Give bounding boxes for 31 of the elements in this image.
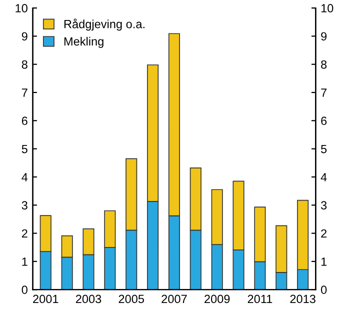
x-tick-label: 2001 (33, 294, 58, 304)
y-tick-label: 2 (22, 229, 28, 238)
y-tick-label: 7 (22, 88, 28, 97)
y-tick-label: 9 (22, 32, 28, 41)
y2-tick-label: 1 (321, 258, 327, 266)
x-tick-label: 2005 (118, 294, 144, 304)
y-tick-label: 5 (22, 144, 28, 154)
x-tick-label: 2007 (162, 294, 187, 304)
x-tick-label: 2011 (248, 294, 272, 304)
y-tick-label: 0 (22, 286, 28, 294)
legend-label: Mekling (64, 36, 104, 48)
y-tick-label: 1 (22, 258, 28, 266)
y2-tick-label: 8 (321, 60, 327, 69)
legend-label: Rådgjeving o.a. (64, 18, 144, 31)
y-tick-label: 10 (16, 4, 28, 12)
y2-tick-label: 6 (321, 116, 327, 126)
y-tick-label: 8 (22, 60, 28, 69)
x-tick-label: 2009 (204, 294, 230, 304)
y2-tick-label: 0 (320, 286, 327, 294)
y2-tick-label: 3 (320, 201, 327, 210)
y-tick-label: 3 (22, 201, 28, 210)
y2-tick-label: 9 (321, 32, 327, 41)
y2-tick-label: 10 (321, 4, 334, 12)
x-tick-label: 2013 (290, 294, 316, 304)
y-tick-label: 6 (22, 116, 28, 126)
y2-tick-label: 7 (321, 88, 327, 97)
y2-tick-label: 4 (320, 173, 327, 182)
y-tick-label: 4 (22, 173, 28, 182)
x-tick-label: 2003 (76, 294, 102, 304)
y2-tick-label: 5 (321, 144, 327, 154)
y2-tick-label: 2 (321, 229, 327, 238)
